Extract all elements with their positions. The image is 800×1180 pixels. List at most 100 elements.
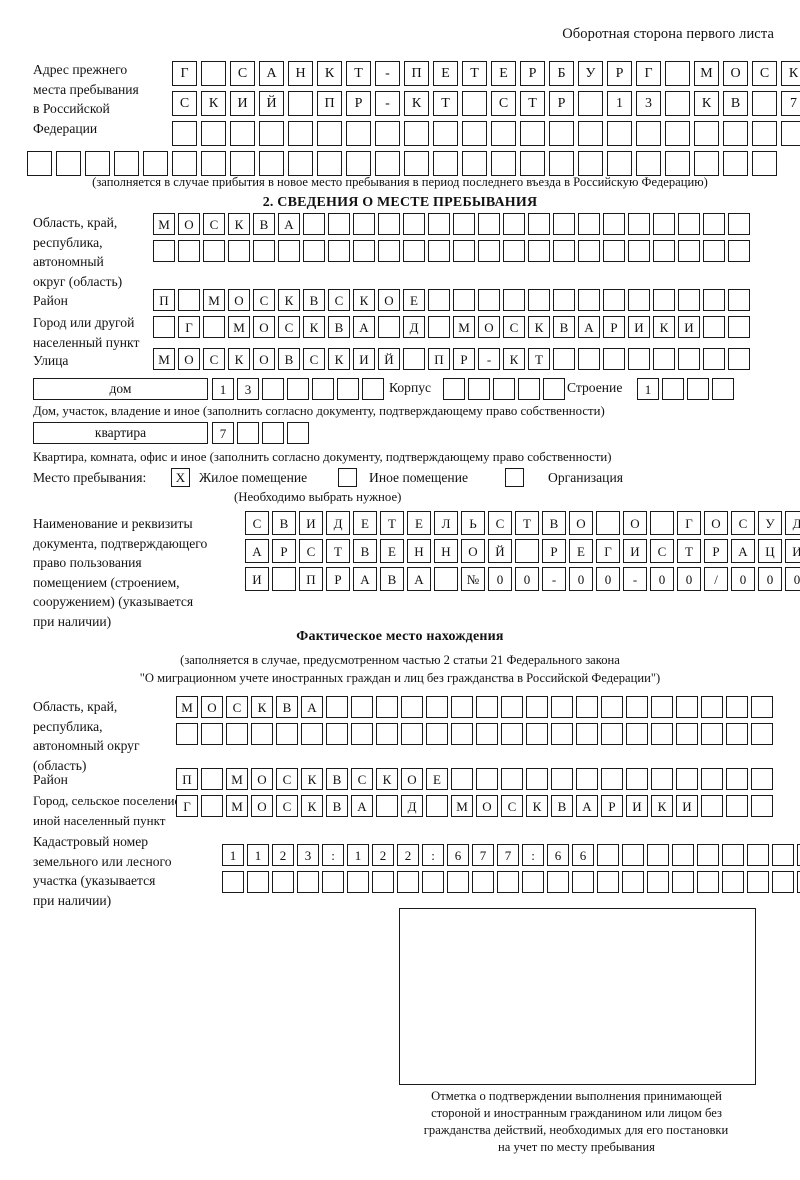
previous-address-r2-cell-3[interactable]: И [230,91,255,116]
actual-region-row-2[interactable] [176,723,776,745]
document-r3-cell-10[interactable]: 0 [488,567,512,591]
region-r2-cell-15[interactable] [503,240,525,262]
previous-address-r2-cell-19[interactable]: К [694,91,719,116]
city-cell-5[interactable]: О [253,316,275,338]
city-cell-2[interactable]: Г [178,316,200,338]
district-cell-4[interactable]: О [228,289,250,311]
street-cell-16[interactable]: Т [528,348,550,370]
document-r2-cell-11[interactable] [515,539,539,563]
document-r1-cell-7[interactable]: Е [407,511,431,535]
previous-address-r2-cell-10[interactable]: Т [433,91,458,116]
previous-address-r2-cell-11[interactable] [462,91,487,116]
previous-address-r3-cell-20[interactable] [723,121,748,146]
region-r2-cell-4[interactable] [228,240,250,262]
document-r2-cell-4[interactable]: Т [326,539,350,563]
cadastral-r1-cell-21[interactable] [722,844,744,866]
actual-region-r2-cell-1[interactable] [176,723,198,745]
actual-city-cell-22[interactable] [701,795,723,817]
street-cell-20[interactable] [628,348,650,370]
street-cell-12[interactable]: П [428,348,450,370]
previous-address-r2-cell-7[interactable]: Р [346,91,371,116]
district-cell-20[interactable] [628,289,650,311]
previous-address-r2-cell-17[interactable]: 3 [636,91,661,116]
previous-address-r4-cell-21[interactable] [607,151,632,176]
actual-city-cell-15[interactable]: К [526,795,548,817]
actual-region-r1-cell-11[interactable] [426,696,448,718]
flat-number-row[interactable]: 7 [212,422,312,444]
previous-address-r1-cell-16[interactable]: Р [607,61,632,86]
city-cell-15[interactable]: С [503,316,525,338]
region-r1-cell-9[interactable] [353,213,375,235]
document-r1-cell-20[interactable]: У [758,511,782,535]
document-r1-cell-12[interactable]: В [542,511,566,535]
district-cell-3[interactable]: М [203,289,225,311]
region-r1-cell-24[interactable] [728,213,750,235]
previous-address-r4-cell-5[interactable] [143,151,168,176]
cadastral-r1-cell-12[interactable]: 7 [497,844,519,866]
previous-address-r1-cell-13[interactable]: Р [520,61,545,86]
cadastral-r1-cell-22[interactable] [747,844,769,866]
actual-city-cell-6[interactable]: К [301,795,323,817]
flat-cell-4[interactable] [287,422,309,444]
previous-address-r4-cell-13[interactable] [375,151,400,176]
stamp-box[interactable] [399,908,756,1085]
cadastral-r1-cell-3[interactable]: 2 [272,844,294,866]
previous-address-r3-cell-17[interactable] [636,121,661,146]
district-cell-22[interactable] [678,289,700,311]
previous-address-r2-cell-4[interactable]: Й [259,91,284,116]
document-r2-cell-16[interactable]: С [650,539,674,563]
cadastral-r2-cell-4[interactable] [297,871,319,893]
previous-address-r4-cell-23[interactable] [665,151,690,176]
region-r2-cell-1[interactable] [153,240,175,262]
street-cell-15[interactable]: К [503,348,525,370]
document-r3-cell-14[interactable]: 0 [596,567,620,591]
document-r3-cell-8[interactable] [434,567,458,591]
cadastral-r1-cell-2[interactable]: 1 [247,844,269,866]
street-cell-4[interactable]: К [228,348,250,370]
cadastral-r1-cell-19[interactable] [672,844,694,866]
street-cell-6[interactable]: В [278,348,300,370]
document-r3-cell-20[interactable]: 0 [758,567,782,591]
city-cell-18[interactable]: А [578,316,600,338]
actual-region-r2-cell-16[interactable] [551,723,573,745]
actual-city-cell-3[interactable]: М [226,795,248,817]
previous-address-r4-cell-4[interactable] [114,151,139,176]
document-r3-cell-3[interactable]: П [299,567,323,591]
korpus-cell-2[interactable] [468,378,490,400]
house-cell-6[interactable] [337,378,359,400]
region-r2-cell-11[interactable] [403,240,425,262]
document-r3-cell-2[interactable] [272,567,296,591]
city-cell-12[interactable] [428,316,450,338]
region-r2-cell-12[interactable] [428,240,450,262]
region-r1-cell-17[interactable] [553,213,575,235]
region-r2-cell-17[interactable] [553,240,575,262]
street-cell-13[interactable]: Р [453,348,475,370]
actual-region-r1-cell-13[interactable] [476,696,498,718]
document-r1-cell-1[interactable]: С [245,511,269,535]
document-r1-cell-8[interactable]: Л [434,511,458,535]
district-cell-1[interactable]: П [153,289,175,311]
city-cell-10[interactable] [378,316,400,338]
region-r2-cell-9[interactable] [353,240,375,262]
previous-address-r1-cell-4[interactable]: А [259,61,284,86]
actual-district-cell-2[interactable] [201,768,223,790]
region-r2-cell-14[interactable] [478,240,500,262]
actual-region-r1-cell-20[interactable] [651,696,673,718]
district-cell-8[interactable]: С [328,289,350,311]
actual-city-cell-7[interactable]: В [326,795,348,817]
document-r3-cell-19[interactable]: 0 [731,567,755,591]
region-r2-cell-16[interactable] [528,240,550,262]
document-r2-cell-21[interactable]: И [785,539,800,563]
actual-region-r2-cell-5[interactable] [276,723,298,745]
previous-address-r4-cell-7[interactable] [201,151,226,176]
previous-address-r3-cell-19[interactable] [694,121,719,146]
previous-address-r3-cell-1[interactable] [172,121,197,146]
actual-city-cell-14[interactable]: С [501,795,523,817]
previous-address-r1-cell-22[interactable]: К [781,61,800,86]
previous-address-r4-cell-2[interactable] [56,151,81,176]
region-r2-cell-18[interactable] [578,240,600,262]
actual-city-cell-16[interactable]: В [551,795,573,817]
city-cell-14[interactable]: О [478,316,500,338]
